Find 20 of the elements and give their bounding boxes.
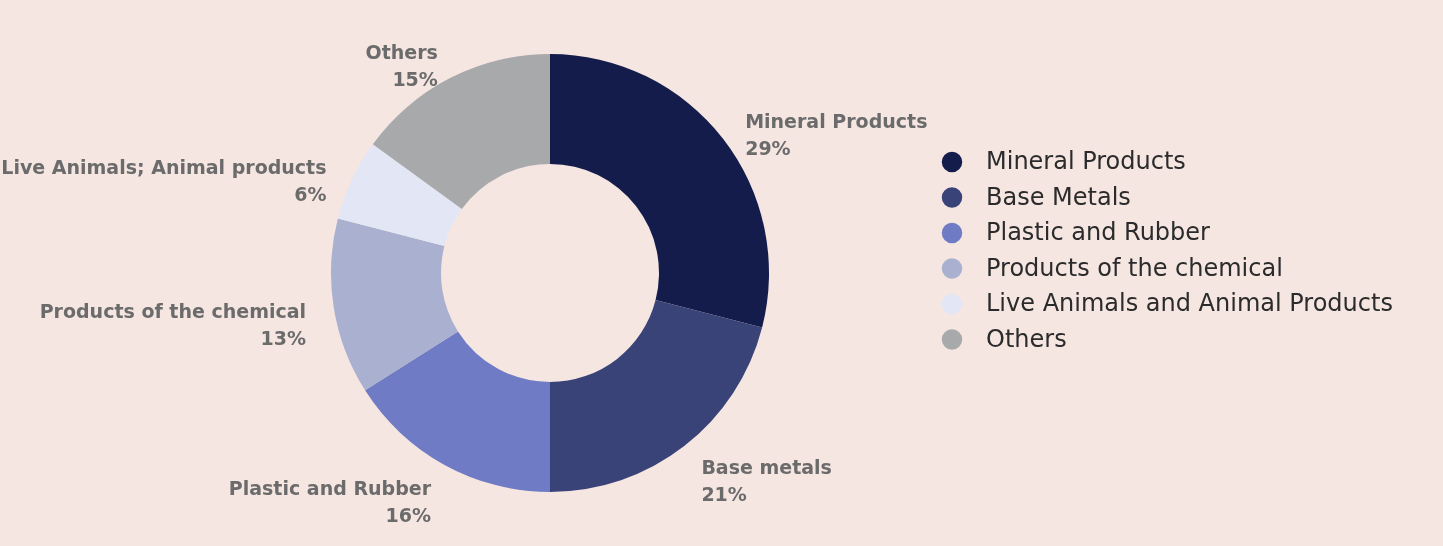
text: Others <box>365 40 438 63</box>
data-label: 15% <box>392 67 438 90</box>
legend-label: Products of the chemical <box>986 253 1283 282</box>
donut-slice <box>337 144 462 246</box>
text: Base metals <box>701 456 832 479</box>
legend-label: Base Metals <box>986 182 1131 211</box>
data-label: 16% <box>385 504 432 527</box>
donut-slice <box>331 218 458 391</box>
legend-label: Live Animals and Animal Products <box>986 289 1393 317</box>
data-label: 6% <box>294 182 327 205</box>
text: Products of the chemical <box>39 299 307 322</box>
data-label: 13% <box>260 326 307 349</box>
text: Live Animals; Animal products <box>1 155 327 178</box>
text: Mineral Products <box>745 109 928 132</box>
legend-label: Mineral Products <box>986 147 1186 175</box>
legend-label: Others <box>986 324 1067 353</box>
data-label: 21% <box>701 483 747 506</box>
text: Plastic and Rubber <box>228 477 432 500</box>
data-label: 29% <box>745 136 791 159</box>
legend-label: Plastic and Rubber <box>986 218 1211 246</box>
